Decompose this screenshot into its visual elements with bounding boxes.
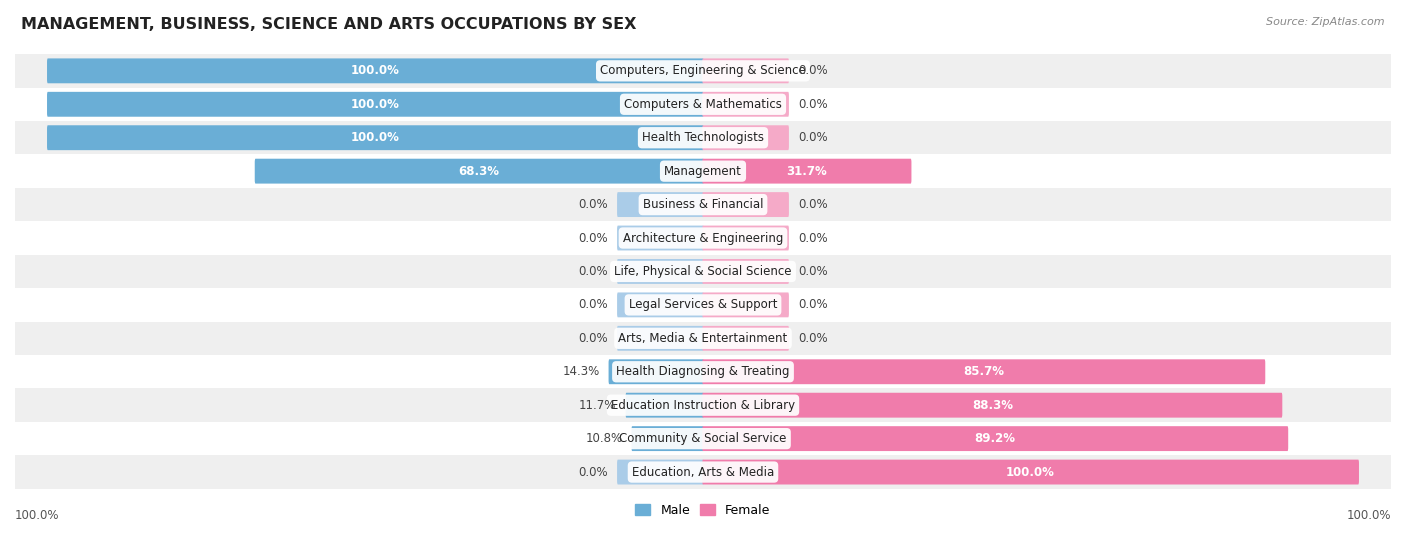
Text: 0.0%: 0.0% (799, 231, 828, 244)
Bar (15, 54, 1391, 88)
Text: 100.0%: 100.0% (352, 131, 399, 144)
FancyBboxPatch shape (702, 259, 789, 284)
Text: 0.0%: 0.0% (578, 265, 607, 278)
Bar (15, 422, 1391, 456)
Text: 0.0%: 0.0% (799, 98, 828, 111)
FancyBboxPatch shape (617, 259, 704, 284)
Bar (15, 288, 1391, 321)
Text: 0.0%: 0.0% (799, 131, 828, 144)
FancyBboxPatch shape (702, 359, 1265, 384)
FancyBboxPatch shape (617, 226, 704, 250)
FancyBboxPatch shape (702, 326, 789, 350)
Text: Architecture & Engineering: Architecture & Engineering (623, 231, 783, 244)
Legend: Male, Female: Male, Female (630, 499, 776, 522)
Text: Health Technologists: Health Technologists (643, 131, 763, 144)
Text: 0.0%: 0.0% (799, 198, 828, 211)
FancyBboxPatch shape (254, 159, 704, 183)
FancyBboxPatch shape (46, 58, 704, 83)
Text: 100.0%: 100.0% (15, 509, 59, 522)
Bar (15, 456, 1391, 489)
Text: Legal Services & Support: Legal Services & Support (628, 299, 778, 311)
Text: 14.3%: 14.3% (562, 365, 599, 378)
Text: 0.0%: 0.0% (799, 332, 828, 345)
Text: 31.7%: 31.7% (786, 165, 827, 178)
FancyBboxPatch shape (631, 426, 704, 451)
Text: 100.0%: 100.0% (352, 64, 399, 77)
Text: 0.0%: 0.0% (578, 198, 607, 211)
Text: 0.0%: 0.0% (578, 299, 607, 311)
Text: Education Instruction & Library: Education Instruction & Library (612, 399, 794, 411)
Text: 100.0%: 100.0% (352, 98, 399, 111)
FancyBboxPatch shape (702, 92, 789, 117)
FancyBboxPatch shape (702, 58, 789, 83)
Text: Community & Social Service: Community & Social Service (619, 432, 787, 445)
Bar (15, 355, 1391, 389)
FancyBboxPatch shape (702, 159, 911, 183)
FancyBboxPatch shape (626, 393, 704, 418)
Text: 0.0%: 0.0% (799, 64, 828, 77)
Text: 85.7%: 85.7% (963, 365, 1004, 378)
FancyBboxPatch shape (702, 426, 1288, 451)
FancyBboxPatch shape (702, 226, 789, 250)
FancyBboxPatch shape (609, 359, 704, 384)
FancyBboxPatch shape (702, 459, 1360, 485)
Text: Education, Arts & Media: Education, Arts & Media (631, 466, 775, 479)
Text: 0.0%: 0.0% (578, 466, 607, 479)
Text: Source: ZipAtlas.com: Source: ZipAtlas.com (1267, 17, 1385, 27)
Text: 100.0%: 100.0% (1007, 466, 1054, 479)
Text: MANAGEMENT, BUSINESS, SCIENCE AND ARTS OCCUPATIONS BY SEX: MANAGEMENT, BUSINESS, SCIENCE AND ARTS O… (21, 17, 637, 32)
Bar (15, 154, 1391, 188)
Text: Computers, Engineering & Science: Computers, Engineering & Science (600, 64, 806, 77)
Text: 10.8%: 10.8% (585, 432, 623, 445)
Text: Business & Financial: Business & Financial (643, 198, 763, 211)
Bar (15, 88, 1391, 121)
Bar (15, 121, 1391, 154)
Text: Health Diagnosing & Treating: Health Diagnosing & Treating (616, 365, 790, 378)
FancyBboxPatch shape (617, 292, 704, 318)
Text: 0.0%: 0.0% (799, 265, 828, 278)
Text: 88.3%: 88.3% (972, 399, 1012, 411)
Bar (15, 188, 1391, 221)
FancyBboxPatch shape (702, 125, 789, 150)
FancyBboxPatch shape (46, 125, 704, 150)
FancyBboxPatch shape (702, 292, 789, 318)
Bar (15, 221, 1391, 255)
Bar (15, 389, 1391, 422)
Text: Life, Physical & Social Science: Life, Physical & Social Science (614, 265, 792, 278)
Text: 0.0%: 0.0% (578, 231, 607, 244)
Text: 100.0%: 100.0% (1347, 509, 1391, 522)
Text: Computers & Mathematics: Computers & Mathematics (624, 98, 782, 111)
FancyBboxPatch shape (617, 459, 704, 485)
FancyBboxPatch shape (617, 192, 704, 217)
Text: Arts, Media & Entertainment: Arts, Media & Entertainment (619, 332, 787, 345)
Text: 0.0%: 0.0% (799, 299, 828, 311)
Text: 68.3%: 68.3% (458, 165, 499, 178)
Text: 0.0%: 0.0% (578, 332, 607, 345)
FancyBboxPatch shape (702, 192, 789, 217)
FancyBboxPatch shape (46, 92, 704, 117)
Text: 11.7%: 11.7% (579, 399, 616, 411)
Bar (15, 255, 1391, 288)
FancyBboxPatch shape (702, 393, 1282, 418)
Text: 89.2%: 89.2% (974, 432, 1015, 445)
FancyBboxPatch shape (617, 326, 704, 350)
Text: Management: Management (664, 165, 742, 178)
Bar (15, 321, 1391, 355)
